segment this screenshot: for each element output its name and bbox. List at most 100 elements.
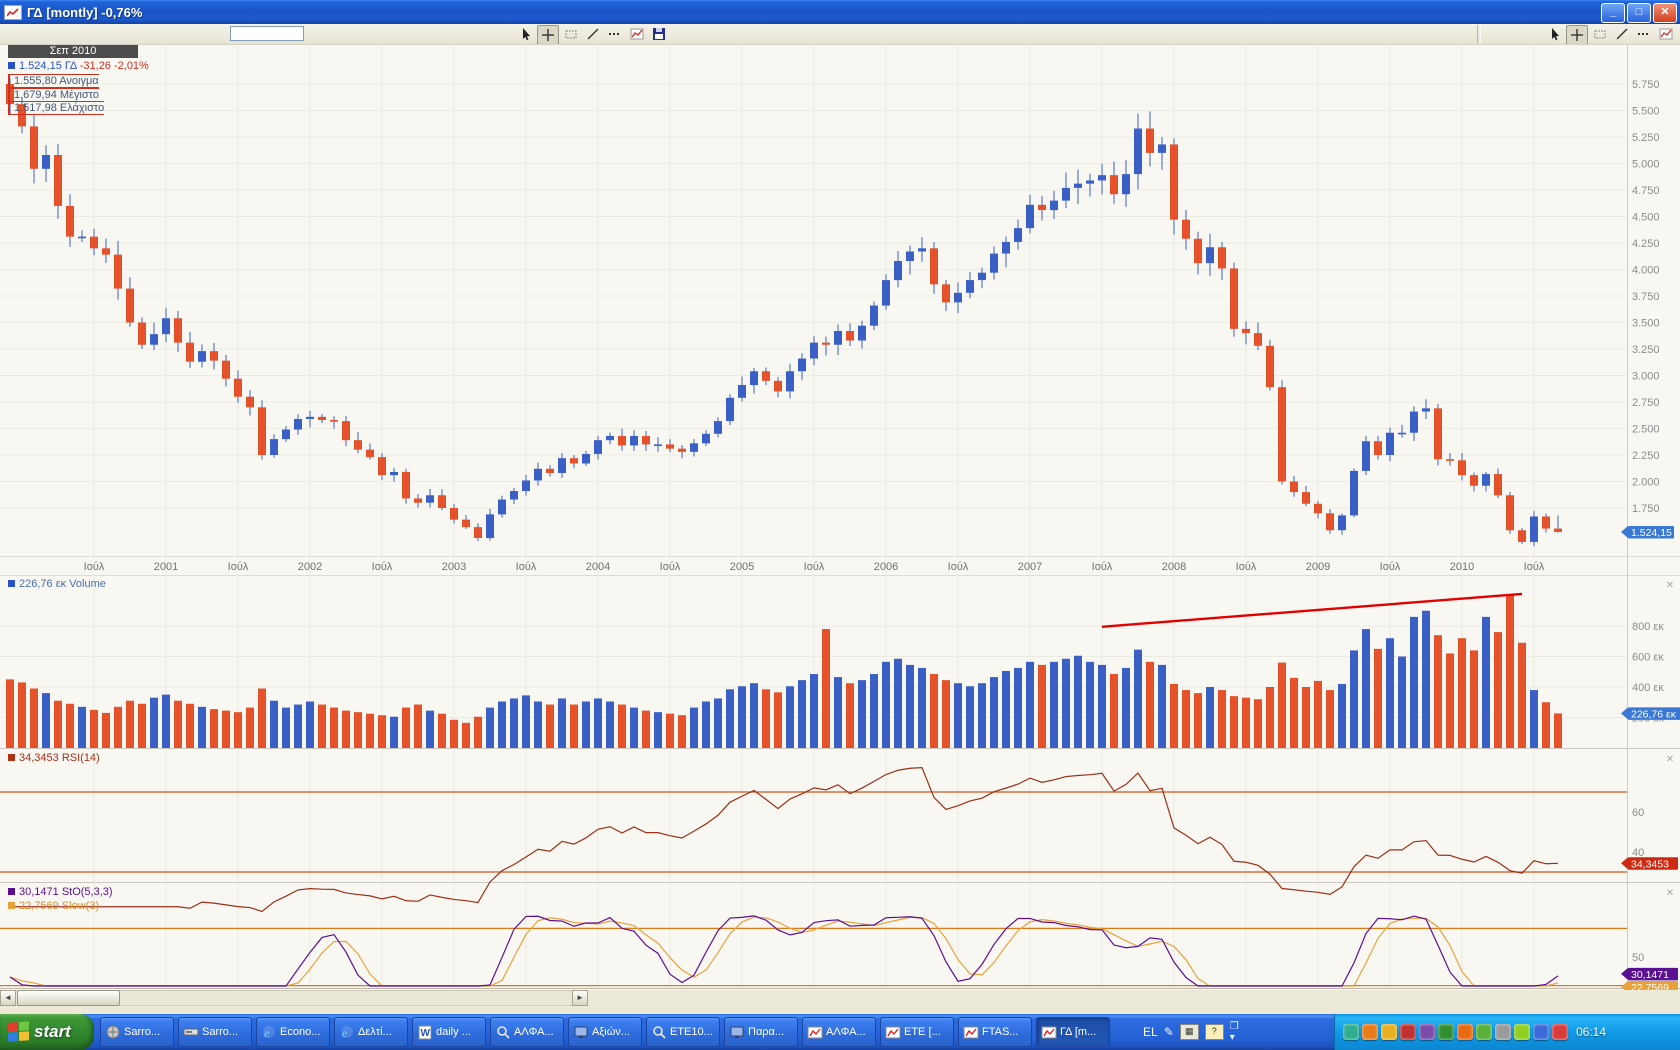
taskbar-button-12[interactable]: FTAS... (958, 1017, 1032, 1047)
display-icon[interactable] (1476, 1024, 1492, 1040)
maximize-button[interactable]: □ (1627, 3, 1651, 23)
chart-canvas[interactable]: 5.750 5.500 5.250 5.000 4.750 4.500 4.250 4.000… (0, 44, 1680, 990)
svg-text:2003: 2003 (442, 561, 466, 573)
last-volume-badge: 226,76 εκ (1631, 708, 1677, 720)
globe-icon (105, 1025, 121, 1039)
svg-text:Ιούλ: Ιούλ (1092, 561, 1113, 573)
pdf-tool-icon[interactable] (1533, 1024, 1549, 1040)
toolbar-crosshair-icon[interactable] (537, 25, 559, 45)
toolbar-right-rectangle-icon[interactable] (1590, 25, 1610, 43)
volume-pane-close-icon[interactable]: ✕ (1665, 580, 1675, 591)
legend-period: Σεπ 2010 (8, 45, 138, 58)
updater-icon[interactable] (1362, 1024, 1378, 1040)
svg-text:4.000: 4.000 (1632, 265, 1660, 277)
stochastic-k-header: 30,1471 StO(5,3,3) (8, 886, 113, 898)
volume-pane-header: 226,76 εκ Volume (8, 578, 106, 590)
help-icon[interactable]: ? (1204, 1024, 1224, 1040)
legend-open-row: 1.555,80 Ανοιγμα (8, 74, 99, 88)
legend-high-row: 1.679,94 Μέγιστο (8, 88, 99, 102)
svg-text:3.500: 3.500 (1632, 318, 1660, 330)
toolbar-right-chart-icon[interactable] (1656, 25, 1676, 43)
toolbar-right-crosshair-icon[interactable] (1566, 25, 1588, 45)
stochastic-pane-close-icon[interactable]: ✕ (1665, 888, 1675, 899)
scroll-right-button[interactable]: ► (572, 990, 588, 1006)
close-button[interactable]: ✕ (1653, 3, 1677, 23)
window-bottom-strip (0, 1006, 1680, 1014)
taskbar-button-7[interactable]: Αξιών... (568, 1017, 642, 1047)
legend-last-row: 1.524,15 ΓΔ -31,26 -2,01% (8, 60, 149, 72)
svg-text:3.250: 3.250 (1632, 344, 1660, 356)
rsi-pane-close-icon[interactable]: ✕ (1665, 754, 1675, 765)
sync-ok-icon[interactable] (1438, 1024, 1454, 1040)
svg-text:Ιούλ: Ιούλ (1380, 561, 1401, 573)
ie-icon: e (261, 1025, 277, 1040)
contacts-icon[interactable] (1419, 1024, 1435, 1040)
toolbar-chart-icon[interactable] (627, 25, 647, 43)
minimize-button[interactable]: _ (1601, 3, 1625, 23)
taskbar-button-6[interactable]: ΑΛΦΑ... (490, 1017, 564, 1047)
scroll-left-button[interactable]: ◄ (0, 990, 16, 1006)
svg-text:Ιούλ: Ιούλ (516, 561, 537, 573)
toolbar-pointer-icon[interactable] (515, 25, 535, 43)
chart-area[interactable]: 5.750 5.500 5.250 5.000 4.750 4.500 4.250 4.000… (0, 44, 1680, 990)
system-tray: 06:14 (1334, 1014, 1680, 1050)
last-price-badge: 1.524,15 (1631, 527, 1672, 539)
legend-low-row: 1.517,98 Ελάχιστο (8, 101, 105, 115)
security-shield-icon[interactable] (1381, 1024, 1397, 1040)
svg-text:Ιούλ: Ιούλ (948, 561, 969, 573)
taskbar-button-11[interactable]: ΕΤΕ [... (880, 1017, 954, 1047)
svg-text:2008: 2008 (1162, 561, 1186, 573)
toolbar-rectangle-icon[interactable] (561, 25, 581, 43)
monitor-icon (573, 1025, 589, 1039)
svg-text:e: e (264, 1026, 270, 1040)
svg-text:400 εκ: 400 εκ (1632, 682, 1664, 694)
taskbar-button-4[interactable]: e Δελτί... (334, 1017, 408, 1047)
toolbar-dotted-line-icon[interactable] (605, 25, 625, 43)
taskbar-button-3[interactable]: e Econo... (256, 1017, 330, 1047)
toolbar-right-pointer-icon[interactable] (1544, 25, 1564, 43)
antivirus-icon[interactable] (1514, 1024, 1530, 1040)
toolbar-trendline-icon[interactable] (583, 25, 603, 43)
mouse-icon[interactable] (1495, 1024, 1511, 1040)
svg-text:4.500: 4.500 (1632, 212, 1660, 224)
title-bar: ΓΔ [montly] -0,76% _ □ ✕ (0, 0, 1680, 24)
taskbar-button-1[interactable]: Sarro... (100, 1017, 174, 1047)
pen-input-icon[interactable]: ✎ (1163, 1025, 1174, 1039)
network-status-icon[interactable] (1343, 1024, 1359, 1040)
toolbar-group-left (515, 25, 669, 45)
stochastic-d-header: 22,7569 Slow(3) (8, 900, 99, 912)
toolbar-right-dotted-line-icon[interactable] (1634, 25, 1654, 43)
toolbar-right-trendline-icon[interactable] (1612, 25, 1632, 43)
start-button[interactable]: start (0, 1014, 94, 1050)
symbol-input[interactable] (230, 26, 304, 41)
taskbar: start Sarro... Sarro... e Econo... e Δελτί...… (0, 1014, 1680, 1050)
restore-toolbar-icon[interactable]: ❐ ▾ (1229, 1021, 1239, 1043)
svg-text:W: W (421, 1028, 431, 1039)
keyboard-icon[interactable]: ▦ (1179, 1024, 1199, 1040)
taskbar-button-9[interactable]: Παρα... (724, 1017, 798, 1047)
messenger-icon[interactable] (1400, 1024, 1416, 1040)
svg-text:Ιούλ: Ιούλ (1524, 561, 1545, 573)
tray-icons (1343, 1024, 1568, 1040)
taskbar-button-2[interactable]: Sarro... (178, 1017, 252, 1047)
toolbar-save-icon[interactable] (649, 25, 669, 43)
taskbar-button-10[interactable]: ΑΛΦΑ... (802, 1017, 876, 1047)
scrollbar-thumb[interactable] (17, 990, 120, 1006)
stochastic-k-marker-icon (8, 888, 15, 895)
taskbar-button-8[interactable]: ΕΤΕ10... (646, 1017, 720, 1047)
svg-text:50: 50 (1632, 952, 1644, 964)
language-indicator[interactable]: EL (1143, 1025, 1158, 1039)
stochastic-k-badge: 30,1471 (1631, 969, 1669, 981)
taskbar-button-13[interactable]: ΓΔ [m... (1036, 1017, 1110, 1047)
svg-text:2006: 2006 (874, 561, 898, 573)
svg-text:2005: 2005 (730, 561, 754, 573)
svg-text:5.250: 5.250 (1632, 132, 1660, 144)
svg-text:800 εκ: 800 εκ (1632, 621, 1664, 633)
horizontal-scrollbar: ◄ ► (0, 990, 1680, 1006)
printer-icon[interactable] (1552, 1024, 1568, 1040)
chart-icon (1041, 1025, 1057, 1039)
ie-icon: e (339, 1025, 355, 1040)
svg-text:5.000: 5.000 (1632, 159, 1660, 171)
mail-icon[interactable] (1457, 1024, 1473, 1040)
